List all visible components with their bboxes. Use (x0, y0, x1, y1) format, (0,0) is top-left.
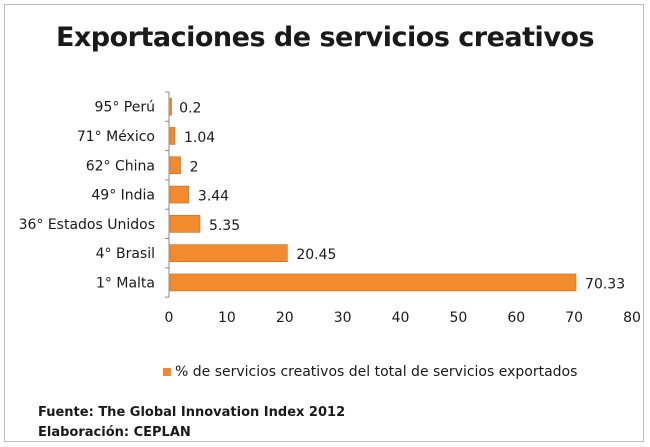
x-tick-label: 70 (565, 310, 583, 326)
bar (169, 273, 577, 292)
category-label: 36° Estados Unidos (19, 217, 155, 233)
category-label: 62° China (86, 158, 155, 174)
x-tick-label: 80 (623, 310, 641, 326)
value-label: 3.44 (198, 189, 229, 205)
value-label: 70.33 (585, 276, 625, 292)
x-tick-label: 40 (392, 310, 410, 326)
labels-layer: 0 10 20 30 40 50 60 70 80 95° Perú 0.2 71° México 1.… (19, 100, 641, 326)
bar (169, 244, 288, 262)
axis-layer (165, 91, 170, 298)
x-tick-label: 60 (507, 310, 525, 326)
bar (169, 127, 176, 145)
x-tick-label: 50 (449, 310, 467, 326)
x-tick-label: 0 (165, 310, 174, 326)
x-tick-label: 10 (218, 310, 236, 326)
category-label: 71° México (77, 129, 155, 145)
chart-frame (4, 4, 644, 442)
value-label: 20.45 (296, 247, 336, 263)
category-label: 1° Malta (96, 275, 155, 291)
bar (169, 215, 201, 233)
legend-swatch (163, 368, 171, 376)
category-label: 49° India (91, 188, 155, 204)
footer-credit: Elaboración: CEPLAN (38, 425, 191, 440)
category-label: 4° Brasil (96, 246, 155, 262)
legend: % de servicios creativos del total de se… (163, 364, 577, 380)
x-tick-label: 30 (334, 310, 352, 326)
bar (169, 185, 190, 204)
chart-title: Exportaciones de servicios creativos (55, 22, 595, 53)
value-label: 5.35 (209, 218, 240, 234)
value-label: 0.2 (179, 101, 201, 117)
category-label: 95° Perú (95, 100, 155, 116)
bar (169, 156, 181, 175)
bar (169, 97, 172, 116)
value-label: 1.04 (184, 130, 215, 146)
footer-source: Fuente: The Global Innovation Index 2012 (38, 405, 346, 420)
value-label: 2 (190, 159, 199, 175)
bars-layer (169, 97, 577, 292)
x-tick-label: 20 (276, 310, 294, 326)
legend-label: % de servicios creativos del total de se… (175, 364, 578, 380)
